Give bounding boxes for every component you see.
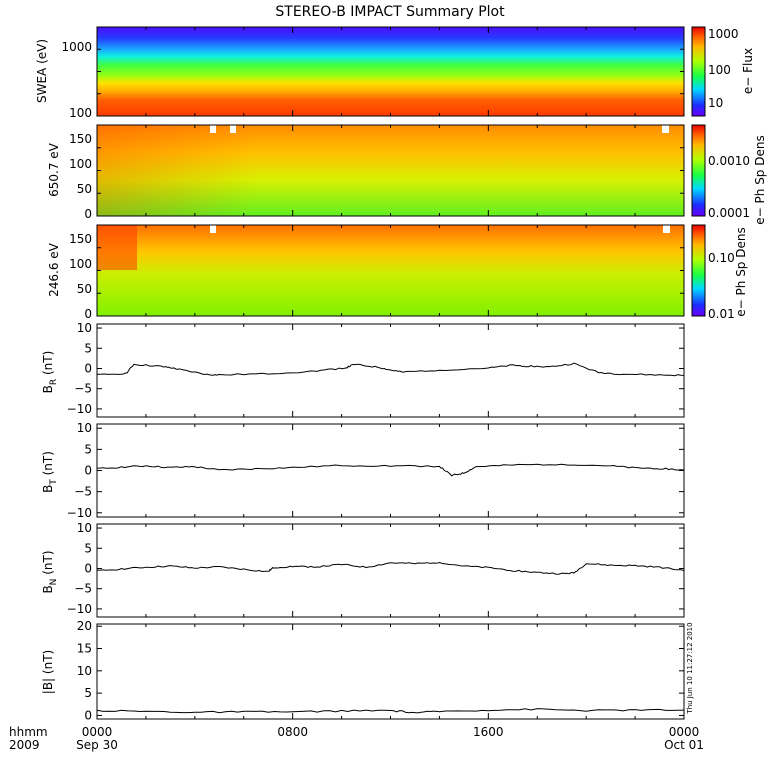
x-date-label: Sep 30 xyxy=(76,738,118,752)
y-tick-label: 5 xyxy=(84,686,92,700)
pad-650-ytick: 0 xyxy=(84,207,92,221)
pad-246-heatmap xyxy=(97,225,684,316)
pad-650-ytick: 100 xyxy=(69,157,92,171)
bmag-series-line xyxy=(96,708,685,714)
y-tick-label: −5 xyxy=(74,485,92,499)
colorbar-tick: 0.01 xyxy=(708,307,735,321)
colorbar-label: e− Flux xyxy=(741,48,755,94)
y-tick-label: 10 xyxy=(77,521,92,535)
x-corner-top: hhmm xyxy=(9,725,48,739)
y-tick-label: −10 xyxy=(67,402,92,416)
swea-ylabel: SWEA (eV) xyxy=(35,39,49,103)
pad-246-ytick: 150 xyxy=(69,232,92,246)
bmag-panel-frame xyxy=(96,623,685,720)
x-date-label: Oct 01 xyxy=(664,738,704,752)
pad-650-ytick: 50 xyxy=(77,182,92,196)
y-tick-label: 10 xyxy=(77,321,92,335)
colorbar-tick: 0.0010 xyxy=(708,154,750,168)
pad-246-ytick: 0 xyxy=(84,307,92,321)
y-tick-label: 15 xyxy=(77,642,92,656)
bt-panel-frame xyxy=(96,423,685,518)
colorbar-tick: 0.10 xyxy=(708,251,735,265)
x-corner-bottom: 2009 xyxy=(9,738,40,752)
bt-series-line xyxy=(96,463,685,477)
colorbar-label: e− Ph Sp Dens xyxy=(734,227,748,316)
y-tick-label: −10 xyxy=(67,602,92,616)
br-series-line xyxy=(96,362,685,377)
y-tick-label: 20 xyxy=(77,619,92,633)
y-tick-label: 10 xyxy=(77,421,92,435)
colorbar-phsp-246: 0.10 0.01 e− Ph Sp Dens xyxy=(691,224,748,321)
plot-title: STEREO-B IMPACT Summary Plot xyxy=(275,4,505,20)
bmag-ylabel: |B| (nT) xyxy=(41,650,55,694)
pad-246-ytick: 50 xyxy=(77,282,92,296)
y-tick-label: 0 xyxy=(84,464,92,478)
swea-ytick: 100 xyxy=(69,106,92,120)
swea-heatmap xyxy=(97,27,684,116)
timestamp: Thu Jun 10 11:27:12 2010 xyxy=(686,622,694,714)
bt-ylabel: BT (nT) xyxy=(41,451,59,493)
colorbar-tick: 10 xyxy=(708,96,723,110)
x-tick-label: 1600 xyxy=(473,725,504,739)
swea-panel: SWEA (eV) 1000 100 xyxy=(35,26,685,120)
pad-246-ylabel: 246.6 eV xyxy=(47,242,61,297)
bn-ylabel: BN (nT) xyxy=(41,550,59,593)
colorbar-tick: 0.0001 xyxy=(708,206,750,220)
colorbar-tick: 1000 xyxy=(708,27,739,41)
y-tick-label: 5 xyxy=(84,442,92,456)
x-axis-labels: hhmm 2009 0000 0800 1600 0000 Sep 30 Oct… xyxy=(9,725,704,752)
colorbar-flux: 1000 100 10 e− Flux xyxy=(691,26,755,117)
pad-650-ytick: 150 xyxy=(69,132,92,146)
y-tick-label: −5 xyxy=(74,582,92,596)
pad-246-panel: 246.6 eV 150 100 50 0 xyxy=(47,224,685,321)
y-tick-label: 0 xyxy=(84,561,92,575)
x-tick-label: 0800 xyxy=(277,725,308,739)
bn-series-line xyxy=(96,561,685,575)
y-tick-label: −10 xyxy=(67,506,92,520)
colorbar-tick: 100 xyxy=(708,63,731,77)
br-ylabel: BR (nT) xyxy=(41,351,59,394)
y-tick-label: 5 xyxy=(84,541,92,555)
pad-650-ylabel: 650.7 eV xyxy=(47,142,61,197)
colorbar-phsp-650: 0.0010 0.0001 e− Ph Sp Dens xyxy=(691,124,767,225)
pad-246-ytick: 100 xyxy=(69,257,92,271)
pad-650-panel: 650.7 eV 150 100 50 0 xyxy=(47,124,685,221)
x-tick-label: 0000 xyxy=(669,725,700,739)
y-tick-label: −5 xyxy=(74,382,92,396)
y-tick-label: 5 xyxy=(84,341,92,355)
colorbar-label: e− Ph Sp Dens xyxy=(753,135,767,224)
y-tick-label: 10 xyxy=(77,664,92,678)
swea-ytick: 1000 xyxy=(61,40,92,54)
y-tick-label: 0 xyxy=(84,708,92,722)
bn-panel-frame xyxy=(96,523,685,618)
y-tick-label: 0 xyxy=(84,361,92,375)
x-tick-label: 0000 xyxy=(82,725,113,739)
